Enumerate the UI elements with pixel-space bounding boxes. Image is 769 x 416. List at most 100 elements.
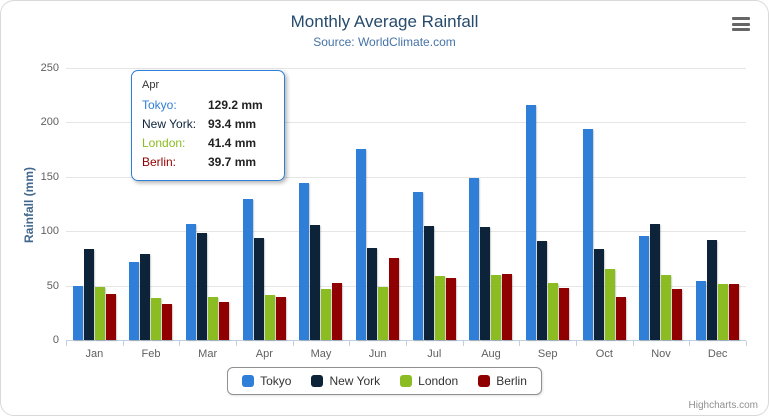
- x-axis-tick: [746, 341, 747, 346]
- x-tick-label-oct: Oct: [595, 348, 613, 360]
- bar-new-york-jun[interactable]: [367, 248, 378, 340]
- bar-new-york-may[interactable]: [310, 225, 321, 340]
- bar-tokyo-jul[interactable]: [412, 192, 423, 340]
- bar-london-aug[interactable]: [491, 275, 502, 340]
- legend-swatch-icon: [478, 375, 491, 387]
- bar-group-dec: [689, 69, 746, 340]
- bar-group-aug: [463, 69, 520, 340]
- x-tick-label-jul: Jul: [427, 348, 442, 360]
- tooltip-series-name: London:: [142, 136, 186, 150]
- bar-tokyo-sep[interactable]: [526, 105, 537, 340]
- bar-group-oct: [576, 69, 633, 340]
- bar-london-nov[interactable]: [661, 275, 672, 340]
- bar-new-york-apr[interactable]: [253, 238, 264, 340]
- bar-group-apr: [236, 69, 293, 340]
- bar-berlin-jan[interactable]: [105, 294, 116, 340]
- bar-london-jun[interactable]: [378, 287, 389, 340]
- bar-london-may[interactable]: [321, 289, 332, 340]
- x-tick-label-sep: Sep: [537, 348, 558, 360]
- x-axis-tick: [519, 341, 520, 346]
- bar-new-york-mar[interactable]: [197, 233, 208, 340]
- gridline-100: [66, 231, 746, 233]
- x-axis-tick: [689, 341, 690, 346]
- bar-tokyo-may[interactable]: [299, 183, 310, 340]
- bar-berlin-dec[interactable]: [729, 284, 740, 340]
- tooltip-row-berlin: Berlin: 39.7 mm: [142, 153, 274, 172]
- bar-berlin-may[interactable]: [332, 283, 343, 340]
- legend-item-berlin[interactable]: Berlin: [478, 374, 527, 388]
- bar-tokyo-nov[interactable]: [639, 236, 650, 340]
- bar-berlin-mar[interactable]: [219, 302, 230, 340]
- tooltip-series-name: Tokyo:: [142, 98, 177, 112]
- x-tick-label-feb: Feb: [141, 348, 161, 360]
- bar-tokyo-jun[interactable]: [356, 149, 367, 340]
- legend-label: Berlin: [496, 374, 527, 388]
- bar-group-nov: [633, 69, 690, 340]
- bar-london-dec[interactable]: [718, 284, 729, 340]
- tooltip-row-london: London: 41.4 mm: [142, 134, 274, 153]
- legend-label: London: [418, 374, 459, 388]
- tooltip-series-value: 39.7 mm: [208, 155, 257, 169]
- bar-london-jul[interactable]: [434, 276, 445, 340]
- bar-london-feb[interactable]: [151, 298, 162, 340]
- legend-item-tokyo[interactable]: Tokyo: [242, 374, 291, 388]
- bar-london-sep[interactable]: [548, 283, 559, 340]
- bar-new-york-nov[interactable]: [650, 224, 661, 340]
- tooltip: Apr Tokyo: 129.2 mm New York: 93.4 mm London…: [131, 70, 285, 181]
- legend-item-london[interactable]: London: [400, 374, 458, 388]
- bar-new-york-jul[interactable]: [423, 226, 434, 340]
- bar-group-sep: [519, 69, 576, 340]
- x-tick-label-apr: Apr: [255, 348, 273, 360]
- bar-group-jan: [66, 69, 123, 340]
- y-tick-label-100: 100: [40, 225, 59, 238]
- x-tick-label-mar: Mar: [198, 348, 218, 360]
- legend-swatch-icon: [242, 375, 255, 387]
- gridline-200: [66, 122, 746, 124]
- x-axis-tick: [236, 341, 237, 346]
- bar-berlin-feb[interactable]: [162, 304, 173, 340]
- bar-berlin-jul[interactable]: [445, 278, 456, 340]
- y-tick-label-150: 150: [40, 170, 59, 183]
- legend-swatch-icon: [400, 375, 413, 387]
- legend-item-new-york[interactable]: New York: [311, 374, 380, 388]
- gridline-50: [66, 285, 746, 287]
- bar-new-york-feb[interactable]: [140, 254, 151, 340]
- tooltip-row-new-york: New York: 93.4 mm: [142, 115, 274, 134]
- bar-new-york-oct[interactable]: [593, 249, 604, 340]
- y-tick-label-50: 50: [46, 279, 59, 292]
- x-tick-label-dec: Dec: [707, 348, 728, 360]
- bar-london-jan[interactable]: [94, 287, 105, 340]
- x-axis-tick: [576, 341, 577, 346]
- x-axis-tick: [123, 341, 124, 346]
- bar-tokyo-feb[interactable]: [129, 262, 140, 340]
- x-axis-tick: [293, 341, 294, 346]
- bar-london-apr[interactable]: [264, 295, 275, 340]
- bar-new-york-jan[interactable]: [83, 249, 94, 340]
- hamburger-icon: [732, 22, 750, 26]
- bar-berlin-sep[interactable]: [559, 288, 570, 340]
- bar-london-oct[interactable]: [604, 269, 615, 340]
- bar-berlin-nov[interactable]: [672, 289, 683, 340]
- plot-area: [66, 68, 746, 341]
- bar-tokyo-oct[interactable]: [582, 129, 593, 340]
- bar-new-york-aug[interactable]: [480, 227, 491, 340]
- bar-new-york-sep[interactable]: [537, 241, 548, 340]
- bar-tokyo-aug[interactable]: [469, 178, 480, 340]
- x-tick-label-nov: Nov: [651, 348, 671, 360]
- bar-tokyo-mar[interactable]: [186, 224, 197, 340]
- bar-berlin-aug[interactable]: [502, 274, 513, 340]
- bar-berlin-jun[interactable]: [389, 258, 400, 340]
- bar-berlin-apr[interactable]: [275, 297, 286, 340]
- export-menu-button[interactable]: [732, 17, 750, 31]
- bar-new-york-dec[interactable]: [707, 240, 718, 340]
- bar-berlin-oct[interactable]: [615, 297, 626, 340]
- bar-london-mar[interactable]: [208, 297, 219, 340]
- legend-label: New York: [329, 374, 381, 388]
- gridline-250: [66, 68, 746, 69]
- tooltip-series-value: 129.2 mm: [208, 98, 263, 112]
- bar-tokyo-jan[interactable]: [72, 286, 83, 340]
- bar-tokyo-apr[interactable]: [242, 199, 253, 340]
- credits-link[interactable]: Highcharts.com: [688, 400, 758, 411]
- bar-tokyo-dec[interactable]: [696, 281, 707, 340]
